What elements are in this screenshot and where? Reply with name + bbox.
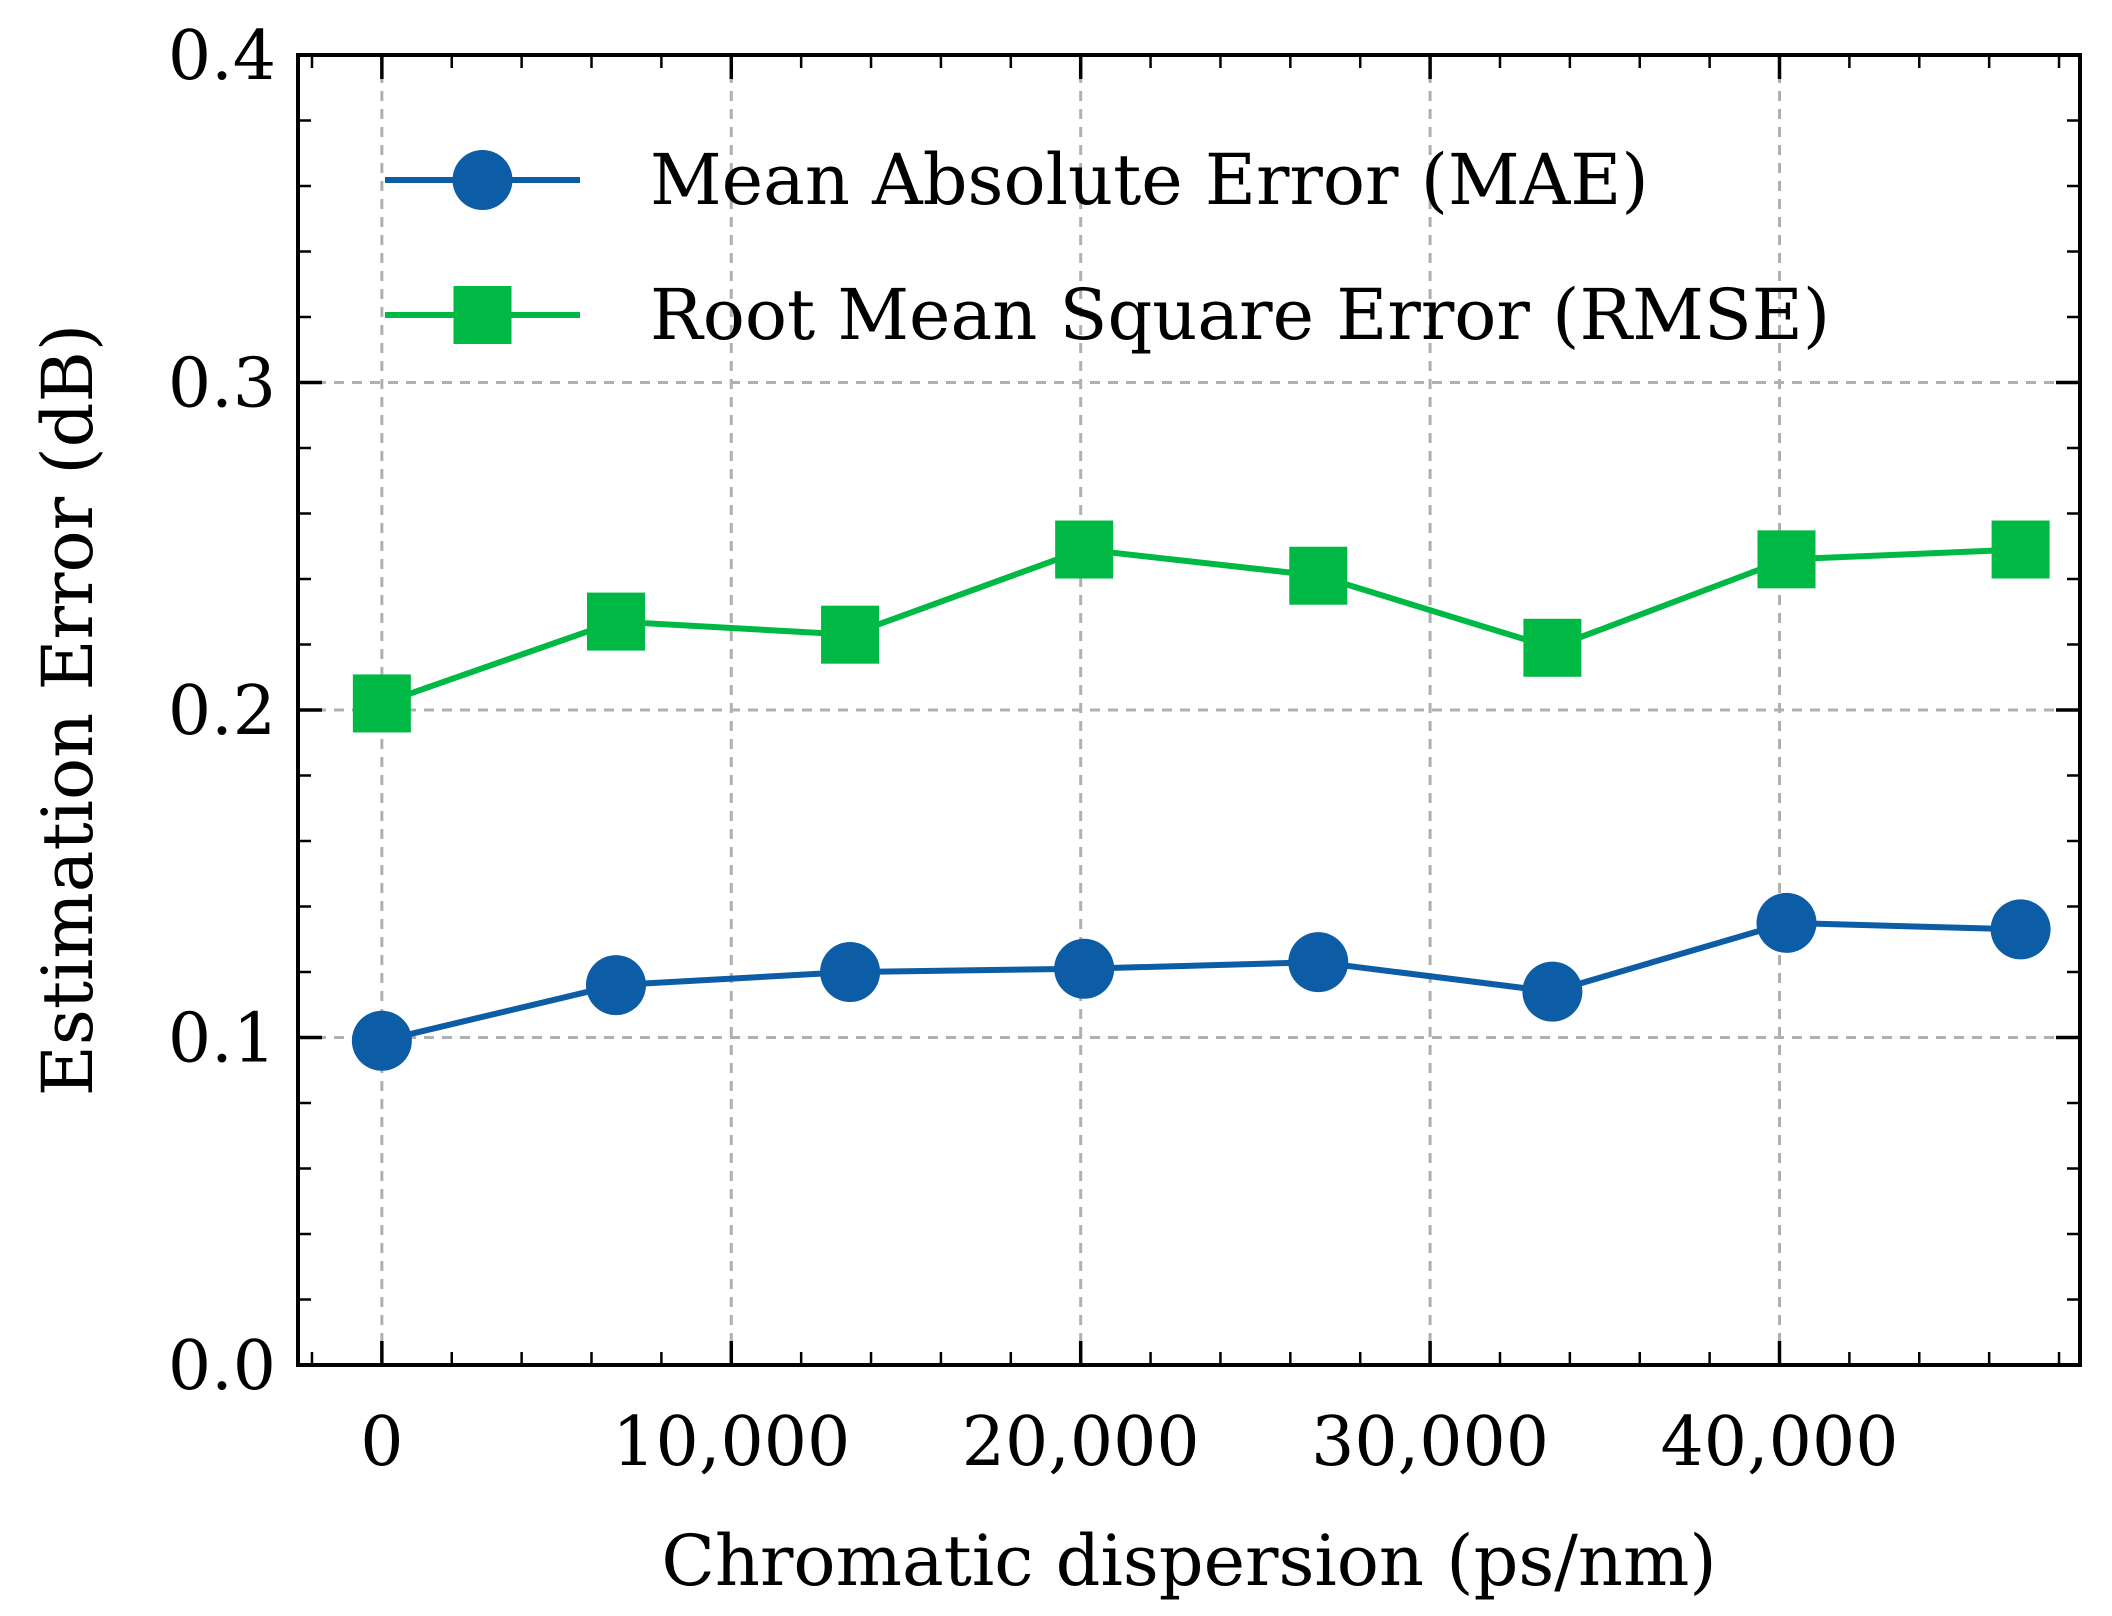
y-axis-title: Estimation Error (dB) xyxy=(27,324,109,1096)
mae-point xyxy=(585,955,646,1016)
mae-point xyxy=(351,1010,412,1071)
legend-entry: Mean Absolute Error (MAE) xyxy=(385,139,1649,221)
legend: Mean Absolute Error (MAE) Root Mean Squar… xyxy=(385,139,1830,356)
rmse-point xyxy=(1289,546,1348,605)
series-rmse xyxy=(352,520,2050,733)
mae-point xyxy=(1756,892,1817,953)
rmse-point xyxy=(821,605,880,664)
rmse-point xyxy=(586,592,645,651)
legend-label: Root Mean Square Error (RMSE) xyxy=(650,274,1830,356)
rmse-point xyxy=(1055,520,1114,579)
y-tick-label: 0.1 xyxy=(168,1000,276,1079)
y-tick-label: 0.2 xyxy=(168,672,276,751)
tick-labels: 0 10,000 20,000 30,000 40,000 0.0 0.1 0.2 0.3 0.4 xyxy=(168,17,1899,1482)
legend-label: Mean Absolute Error (MAE) xyxy=(650,139,1649,221)
mae-point xyxy=(1990,899,2051,960)
series-mae xyxy=(351,892,2051,1071)
mae-point xyxy=(820,942,881,1002)
legend-entry: Root Mean Square Error (RMSE) xyxy=(385,274,1830,356)
x-tick-label: 10,000 xyxy=(612,1403,850,1482)
y-tick-label: 0.4 xyxy=(168,17,276,96)
x-tick-label: 40,000 xyxy=(1661,1403,1899,1482)
grid xyxy=(298,55,2080,1365)
rmse-point xyxy=(352,674,411,733)
ticks xyxy=(298,53,2080,1367)
mae-point xyxy=(1054,938,1115,999)
rmse-point xyxy=(1757,530,1816,589)
series-line xyxy=(380,546,2021,707)
legend-marker xyxy=(453,286,512,344)
series-line xyxy=(381,919,2021,1044)
x-tick-label: 30,000 xyxy=(1311,1403,1549,1482)
y-tick-label: 0.3 xyxy=(168,345,276,424)
mae-point xyxy=(1522,961,1583,1022)
rmse-point xyxy=(1991,520,2050,579)
y-tick-label: 0.0 xyxy=(168,1327,276,1406)
mae-point xyxy=(1288,932,1349,993)
legend-marker xyxy=(452,150,513,210)
x-axis-title: Chromatic dispersion (ps/nm) xyxy=(661,1520,1716,1602)
x-tick-label: 20,000 xyxy=(962,1403,1200,1482)
rmse-point xyxy=(1523,618,1582,677)
x-tick-label: 0 xyxy=(360,1403,403,1482)
series-layer xyxy=(351,520,2051,1071)
